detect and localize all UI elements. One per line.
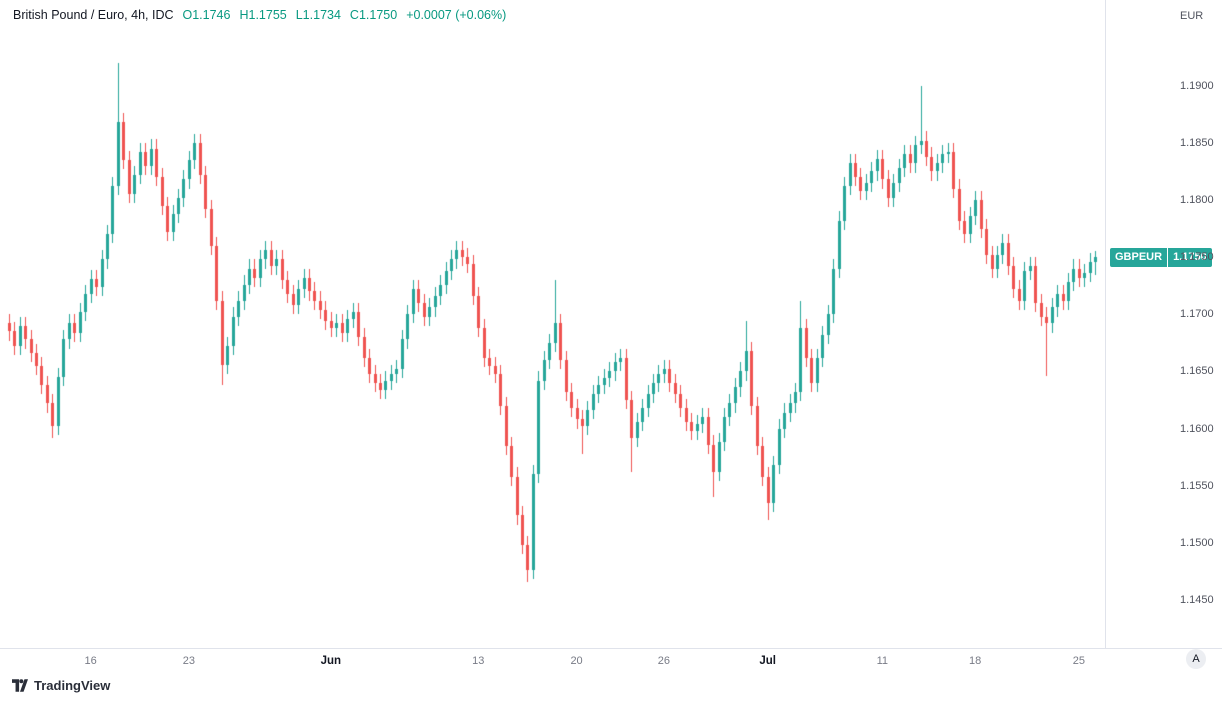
price-tick-label: 1.1700 xyxy=(1180,308,1214,321)
time-tick-label: 25 xyxy=(1072,655,1085,667)
time-tick-label: Jun xyxy=(320,655,342,667)
legend-open-value: O1.1746 xyxy=(182,8,231,22)
symbol-legend: British Pound / Euro, 4h, IDC O1.1746 H1… xyxy=(13,8,506,22)
price-tick-label: 1.1450 xyxy=(1180,594,1214,606)
price-tick-label: 1.1800 xyxy=(1180,194,1214,206)
symbol-title[interactable]: British Pound / Euro, 4h, IDC xyxy=(13,8,174,22)
time-tick-label: 20 xyxy=(570,655,583,667)
price-tick-label: 1.1900 xyxy=(1180,79,1214,92)
legend-change-value: +0.0007 (+0.06%) xyxy=(406,8,507,22)
tradingview-attribution-label: TradingView xyxy=(34,678,111,693)
time-tick-label: Jul xyxy=(759,655,776,667)
price-tick-label: 1.1850 xyxy=(1180,136,1214,149)
legend-close-value: C1.1750 xyxy=(349,8,398,22)
price-badge: GBPEUR 1.1750 xyxy=(1110,248,1212,268)
time-axis[interactable]: 16 23 Jun 13 20 26 Jul 11 18 25 xyxy=(0,648,1222,677)
price-tick-label: 1.1500 xyxy=(1180,536,1214,549)
badge-symbol: GBPEUR xyxy=(1110,248,1168,268)
autoscale-button[interactable]: A xyxy=(1186,649,1206,669)
badge-price: 1.1750 xyxy=(1168,248,1212,268)
tradingview-attribution[interactable]: TradingView xyxy=(12,678,110,693)
candlestick-canvas[interactable] xyxy=(0,0,1105,648)
price-tick-label: 1.1550 xyxy=(1180,479,1214,492)
price-tick-label: 1.1650 xyxy=(1180,365,1214,378)
tradingview-logo-icon xyxy=(12,679,28,692)
time-tick-label: 26 xyxy=(657,655,671,667)
legend-low-value: L1.1734 xyxy=(295,8,341,22)
price-tick-label: 1.1750 xyxy=(1180,251,1214,264)
legend-high-value: H1.1755 xyxy=(239,8,287,22)
chart-pane[interactable] xyxy=(0,0,1105,648)
axis-currency-label: EUR xyxy=(1180,10,1204,22)
time-tick-label: 11 xyxy=(876,655,889,667)
price-axis[interactable]: EUR GBPEUR 1.1750 1.1900 1.1850 1.1800 1.17… xyxy=(1105,0,1222,648)
price-tick-label: 1.1600 xyxy=(1180,422,1214,435)
time-tick-label: 13 xyxy=(472,655,485,667)
time-tick-label: 18 xyxy=(969,655,982,667)
time-tick-label: 16 xyxy=(84,655,97,667)
time-tick-label: 23 xyxy=(182,655,196,667)
